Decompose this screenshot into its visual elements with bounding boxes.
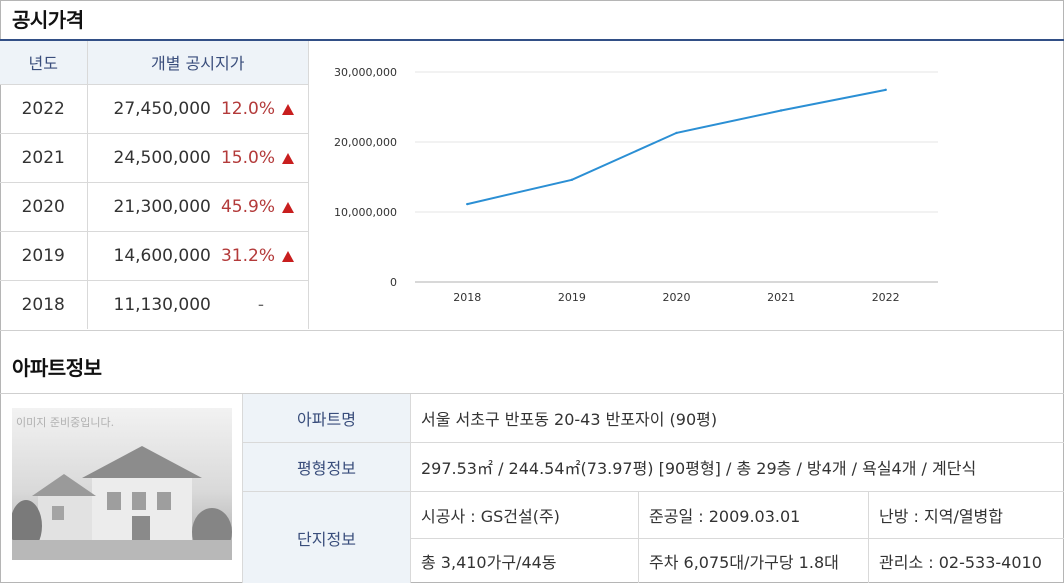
apartment-info-table: 아파트명 서울 서초구 반포동 20-43 반포자이 (90평) 평형정보 29… [242, 394, 1064, 583]
year-cell: 2018 [0, 280, 88, 329]
price-value: 21,300,000 [113, 196, 211, 217]
price-section-title: 공시가격 [12, 8, 84, 32]
x-tick-label: 2018 [453, 291, 481, 304]
price-table: 년도 개별 공시지가 2022 27,450,000 12.0% 2021 24… [0, 41, 309, 329]
change-rate: 45.9% [220, 196, 275, 217]
year-cell: 2022 [0, 84, 88, 134]
households-value: 총 3,410가구/44동 [410, 538, 639, 583]
apartment-section: 이미지 준비중입니다. 아파트명 서울 서초구 반포동 20-43 반포자이 (… [0, 393, 1064, 583]
table-row: 평형정보 297.53㎡ / 244.54㎡(73.97평) [90평형] / … [242, 442, 1064, 492]
price-header: 개별 공시지가 [87, 41, 309, 85]
completion-date-value: 준공일 : 2009.03.01 [638, 491, 869, 539]
size-info-label: 평형정보 [242, 442, 411, 492]
change-rate: 15.0% [220, 147, 275, 168]
apartment-name-value: 서울 서초구 반포동 20-43 반포자이 (90평) [410, 394, 1064, 443]
table-row: 2021 24,500,000 15.0% [0, 133, 309, 183]
up-triangle-icon [282, 103, 294, 115]
data-point [884, 88, 887, 92]
table-row: 2020 21,300,000 45.9% [0, 182, 309, 232]
series-line [467, 88, 886, 206]
apartment-photo-placeholder: 이미지 준비중입니다. [12, 408, 232, 560]
x-tick-label: 2019 [558, 291, 586, 304]
y-tick-label: 30,000,000 [334, 66, 397, 79]
up-triangle-icon [282, 250, 294, 262]
price-value: 27,450,000 [113, 98, 211, 119]
photo-caption: 이미지 준비중입니다. [16, 416, 115, 429]
price-value: 11,130,000 [113, 294, 211, 315]
price-cell: 21,300,000 45.9% [87, 182, 309, 232]
size-info-value: 297.53㎡ / 244.54㎡(73.97평) [90평형] / 총 29층… [410, 442, 1064, 492]
parking-value: 주차 6,075대/가구당 1.8대 [638, 538, 869, 583]
apartment-name-label: 아파트명 [242, 394, 411, 443]
price-section: 년도 개별 공시지가 2022 27,450,000 12.0% 2021 24… [0, 39, 1064, 331]
price-value: 14,600,000 [113, 245, 211, 266]
table-row: 아파트명 서울 서초구 반포동 20-43 반포자이 (90평) [242, 394, 1064, 443]
y-tick-label: 0 [390, 276, 397, 289]
change-rate: 31.2% [220, 245, 275, 266]
apartment-section-title: 아파트정보 [12, 356, 102, 380]
x-tick-label: 2021 [767, 291, 795, 304]
change-rate: 12.0% [220, 98, 275, 119]
x-tick-label: 2022 [872, 291, 900, 304]
year-cell: 2020 [0, 182, 88, 232]
up-triangle-icon [282, 201, 294, 213]
data-point [466, 202, 469, 206]
y-tick-label: 10,000,000 [334, 206, 397, 219]
year-cell: 2019 [0, 231, 88, 281]
table-row: 총 3,410가구/44동 주차 6,075대/가구당 1.8대 관리소 : 0… [243, 538, 1064, 583]
complex-info-label: 단지정보 [242, 491, 411, 583]
table-row: 단지정보 시공사 : GS건설(주) 준공일 : 2009.03.01 난방 :… [242, 491, 1064, 583]
year-header: 년도 [0, 41, 88, 85]
year-cell: 2021 [0, 133, 88, 183]
price-cell: 27,450,000 12.0% [87, 84, 309, 134]
house-illustration [12, 446, 232, 560]
table-row: 2018 11,130,000 - [0, 280, 309, 329]
heating-value: 난방 : 지역/열병합 [868, 491, 1064, 539]
management-office-value: 관리소 : 02-533-4010 [868, 538, 1064, 583]
price-cell: 14,600,000 31.2% [87, 231, 309, 281]
price-line-chart: 0 10,000,000 20,000,000 30,000,000 2018 2019 2… [334, 66, 938, 304]
builder-value: 시공사 : GS건설(주) [410, 491, 639, 539]
data-point [675, 131, 678, 135]
change-rate: - [257, 294, 264, 315]
data-point [570, 178, 574, 181]
price-chart: 0 10,000,000 20,000,000 30,000,000 2018 2019 2… [310, 41, 1062, 331]
data-point [779, 109, 783, 112]
price-cell: 11,130,000 - [87, 280, 309, 329]
table-row: 2022 27,450,000 12.0% [0, 84, 309, 134]
price-table-header: 년도 개별 공시지가 [0, 41, 309, 85]
price-value: 24,500,000 [113, 147, 211, 168]
y-tick-label: 20,000,000 [334, 136, 397, 149]
price-cell: 24,500,000 15.0% [87, 133, 309, 183]
table-row: 2019 14,600,000 31.2% [0, 231, 309, 281]
up-triangle-icon [282, 152, 294, 164]
x-tick-label: 2020 [663, 291, 691, 304]
